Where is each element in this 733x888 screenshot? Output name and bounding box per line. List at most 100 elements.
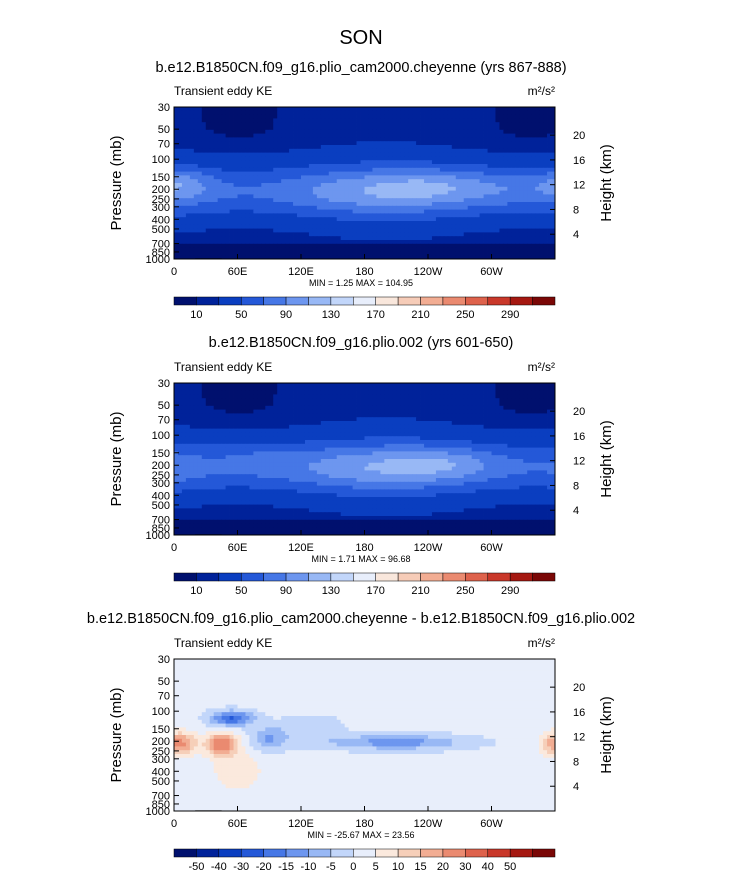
field-cell [539, 402, 544, 407]
field-cell [181, 118, 187, 123]
field-cell [340, 133, 346, 138]
field-cell [201, 194, 207, 199]
field-cell [535, 118, 540, 123]
field-cell [277, 133, 282, 138]
field-cell [547, 232, 552, 237]
field-cell [241, 194, 246, 199]
field-cell [435, 114, 441, 119]
field-cell [459, 255, 465, 260]
field-cell [257, 175, 262, 180]
field-cell [503, 114, 508, 119]
field-cell [539, 183, 544, 188]
field-cell [241, 383, 246, 388]
field-cell [543, 386, 548, 391]
field-cell [495, 148, 500, 153]
season-title: SON [339, 27, 382, 49]
field-cell [451, 107, 457, 112]
field-cell [213, 118, 219, 123]
field-cell [523, 152, 528, 157]
field-cell [491, 236, 496, 241]
field-cell [297, 190, 302, 195]
field-cell [293, 402, 298, 407]
y-right-tick-label: 8 [573, 204, 579, 216]
field-cell [360, 171, 365, 176]
field-cell [209, 107, 215, 112]
field-cell [495, 232, 500, 237]
field-cell [424, 186, 429, 191]
field-cell [527, 194, 532, 199]
field-cell [428, 148, 433, 153]
field-cell [447, 221, 453, 226]
field-cell [531, 145, 536, 150]
field-cell [435, 152, 441, 157]
field-cell [257, 251, 262, 256]
field-cell [439, 243, 445, 248]
field-cell [197, 417, 203, 422]
field-cell [451, 152, 457, 157]
field-cell [269, 118, 274, 123]
field-cell [507, 137, 512, 142]
field-cell [384, 232, 389, 237]
field-cell [201, 255, 207, 260]
field-cell [285, 247, 290, 252]
field-cell [193, 167, 199, 172]
field-cell [424, 417, 429, 422]
field-cell [301, 190, 306, 195]
field-cell [515, 141, 520, 146]
field-cell [459, 175, 465, 180]
field-cell [376, 141, 381, 146]
field-cell [527, 398, 532, 403]
field-cell [443, 110, 449, 115]
field-cell [495, 228, 500, 233]
field-cell [408, 247, 413, 252]
field-cell [435, 243, 441, 248]
field-cell [201, 240, 207, 245]
field-cell [336, 141, 342, 146]
field-cell [408, 383, 413, 388]
field-cell [483, 183, 488, 188]
field-cell [225, 110, 230, 115]
field-cell [324, 194, 330, 199]
field-cell [352, 255, 357, 260]
field-cell [475, 398, 480, 403]
field-cell [352, 202, 357, 207]
field-cell [416, 217, 421, 222]
field-cell [523, 413, 528, 418]
field-cell [225, 175, 230, 180]
field-cell [519, 179, 524, 184]
field-cell [193, 198, 199, 203]
field-cell [412, 175, 417, 180]
field-cell [185, 145, 191, 150]
field-cell [404, 205, 409, 210]
field-cell [217, 186, 223, 191]
field-cell [304, 129, 310, 134]
field-cell [185, 390, 191, 395]
field-cell [523, 190, 528, 195]
field-cell [304, 171, 310, 176]
field-cell [213, 224, 219, 229]
field-cell [273, 179, 278, 184]
field-cell [463, 243, 469, 248]
field-cell [547, 114, 552, 119]
field-cell [316, 110, 322, 115]
field-cell [344, 107, 350, 112]
field-cell [479, 386, 484, 391]
field-cell [205, 417, 211, 422]
field-cell [201, 167, 207, 172]
field-cell [269, 160, 274, 165]
field-cell [174, 148, 179, 153]
field-cell [217, 224, 223, 229]
field-cell [348, 126, 353, 131]
field-cell [491, 129, 496, 134]
field-cell [312, 156, 318, 161]
field-cell [372, 126, 377, 131]
field-cell [376, 107, 381, 112]
field-cell [551, 221, 556, 226]
field-cell [181, 107, 187, 112]
field-cell [205, 413, 211, 418]
field-cell [396, 118, 401, 123]
field-cell [487, 228, 492, 233]
field-cell [281, 417, 286, 422]
field-cell [336, 221, 342, 226]
field-cell [293, 217, 298, 222]
